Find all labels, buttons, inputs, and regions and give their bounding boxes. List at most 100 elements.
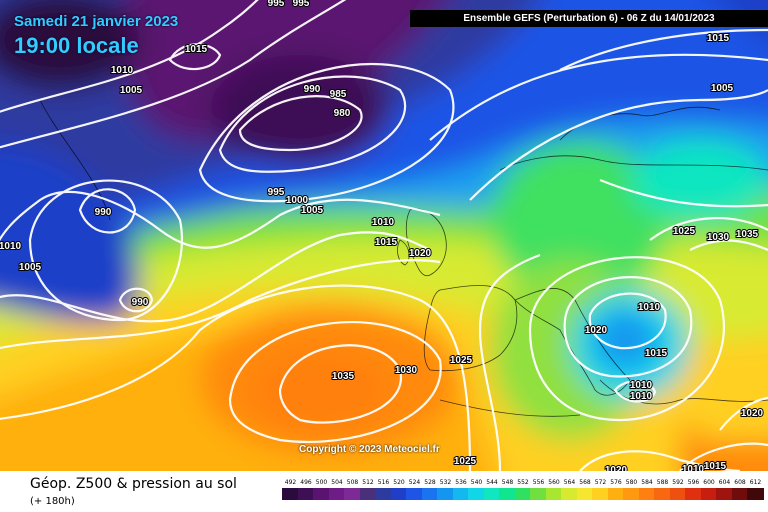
legend-tick-label: 496 (300, 479, 312, 486)
legend-swatch (297, 488, 315, 500)
map-footer: Géop. Z500 & pression au sol (+ 180h) 49… (0, 471, 768, 512)
legend-tick-label: 608 (734, 479, 746, 486)
legend-swatch (669, 488, 687, 500)
legend-tick-label: 588 (656, 479, 669, 486)
legend-tick-label: 512 (362, 479, 374, 486)
isobar-label: 990 (95, 207, 112, 218)
legend-tick-label: 528 (424, 479, 436, 486)
legend-tick-label: 564 (563, 479, 576, 486)
isobar-label: 1020 (605, 465, 628, 471)
legend-swatch (406, 488, 423, 500)
legend-tick-label: 584 (641, 479, 653, 486)
isobar-label: 1005 (120, 85, 143, 96)
isobar-label: 985 (330, 89, 347, 100)
isobar-label: 1015 (707, 33, 730, 44)
isobar-label: 1015 (704, 461, 727, 471)
isobar-label: 1030 (395, 365, 418, 376)
isobar-label: 1005 (19, 262, 42, 273)
legend-swatch (421, 488, 439, 500)
legend-tick-label: 544 (486, 479, 498, 486)
isobar-label: 1035 (736, 229, 759, 240)
isobar-label: 990 (132, 297, 149, 308)
legend-tick-label: 552 (517, 479, 529, 486)
legend-tick-label: 580 (625, 479, 638, 486)
legend-swatch (561, 488, 578, 500)
isobar-lines (0, 0, 768, 471)
isobar-label: 1010 (630, 380, 653, 391)
legend-tick-label: 492 (284, 479, 297, 486)
legend-tick-label: 596 (687, 479, 700, 486)
isobar-label: 995 (293, 0, 310, 9)
isobar-label: 1010 (372, 217, 395, 228)
legend-tick-label: 504 (331, 479, 343, 486)
legend-swatch (607, 488, 625, 500)
legend-swatch (623, 488, 640, 500)
legend-swatch (576, 488, 594, 500)
isobar-label: 1025 (673, 226, 696, 237)
isobar-label: 1020 (409, 248, 432, 259)
isobar-label: 995 (268, 0, 285, 9)
legend-swatch (700, 488, 718, 500)
legend-swatch (499, 488, 516, 500)
isobar-label: 1005 (301, 205, 324, 216)
legend-swatch (344, 488, 361, 500)
isobar-label: 995 (268, 187, 285, 198)
weather-map: 995 995 1015 1010 1005 990 985 980 995 1000 1005 99… (0, 0, 768, 471)
legend-swatch (685, 488, 702, 500)
legend-tick-label: 576 (610, 479, 622, 486)
legend-tick-label: 508 (346, 479, 359, 486)
isobar-label: 1000 (286, 195, 309, 206)
model-run-banner: Ensemble GEFS (Perturbation 6) - 06 Z du… (410, 10, 768, 27)
legend-tick-label: 568 (579, 479, 591, 486)
legend-tick-label: 604 (718, 479, 731, 486)
legend-tick-label: 536 (455, 479, 467, 486)
legend-swatch (545, 488, 563, 500)
isobar-label: 1030 (707, 232, 730, 243)
isobar-label: 1010 (111, 65, 134, 76)
isobar-label: 1010 (682, 464, 705, 471)
legend-swatch (654, 488, 671, 500)
isobar-label: 980 (334, 108, 351, 119)
legend-tick-label: 524 (408, 479, 421, 486)
isobar-label: 1015 (645, 348, 668, 359)
isobar-label: 1020 (741, 408, 764, 419)
map-title: Géop. Z500 & pression au sol (30, 476, 237, 492)
legend-swatch (452, 488, 470, 500)
legend-tick-label: 612 (749, 479, 762, 486)
legend-tick-label: 560 (548, 479, 560, 486)
legend-swatch (375, 488, 392, 500)
forecast-lead-time: (+ 180h) (30, 496, 75, 507)
legend-swatch (747, 488, 764, 500)
isobar-label: 1025 (450, 355, 473, 366)
isobar-label: 990 (304, 84, 321, 95)
legend-tick-label: 572 (594, 479, 607, 486)
legend-tick-label: 600 (703, 479, 715, 486)
legend-swatch (592, 488, 609, 500)
isobar-label: 1010 (630, 391, 653, 402)
isobar-label: 1010 (638, 302, 661, 313)
isobar-label: 1020 (585, 325, 608, 336)
isobar-label: 1025 (454, 456, 477, 467)
legend-tick-label: 516 (377, 479, 390, 486)
valid-time: 19:00 locale (14, 33, 139, 58)
legend-tick-label: 520 (393, 479, 405, 486)
isobar-label: 1015 (185, 44, 208, 55)
valid-date: Samedi 21 janvier 2023 (14, 13, 179, 30)
legend-swatch (282, 488, 299, 500)
isobar-label: 1015 (375, 237, 398, 248)
legend-swatch (483, 488, 501, 500)
legend-tick-label: 500 (315, 479, 328, 486)
legend-swatch (313, 488, 330, 500)
legend-swatch (359, 488, 377, 500)
legend-swatch (390, 488, 408, 500)
copyright-notice: Copyright © 2023 Meteociel.fr (299, 444, 440, 455)
legend-swatch (530, 488, 547, 500)
legend-tick-label: 556 (532, 479, 545, 486)
legend-swatch (638, 488, 656, 500)
isobar-label: 1010 (0, 241, 22, 252)
isobar-label: 1005 (711, 83, 734, 94)
legend-swatch (328, 488, 346, 500)
legend-tick-label: 548 (501, 479, 514, 486)
